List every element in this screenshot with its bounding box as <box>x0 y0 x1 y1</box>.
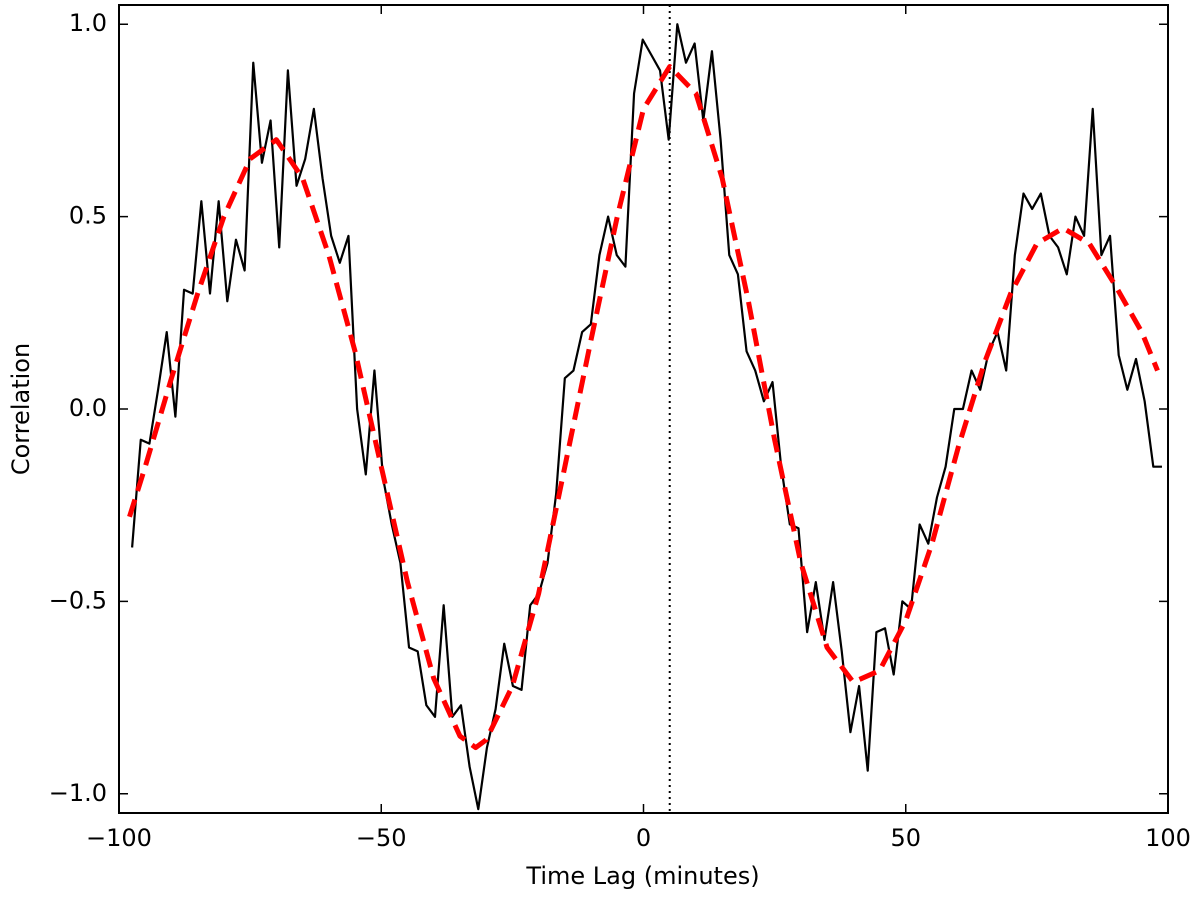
x-axis-label: Time Lag (minutes) <box>525 862 759 890</box>
y-tick-label: 0.0 <box>69 394 107 422</box>
y-axis-label: Correlation <box>7 343 35 475</box>
y-tick-label: 0.5 <box>69 202 107 230</box>
series-line <box>127 64 1160 751</box>
y-tick-label: −1.0 <box>49 779 107 807</box>
series-line <box>131 23 1162 811</box>
x-tick-label: −50 <box>356 824 407 852</box>
y-tick-label: 1.0 <box>69 9 107 37</box>
x-tick-label: 0 <box>636 824 651 852</box>
plot-frame <box>118 4 1169 814</box>
y-tick-label: −0.5 <box>49 586 107 614</box>
x-tick-label: 100 <box>1145 824 1191 852</box>
x-tick-label: 50 <box>890 824 921 852</box>
x-tick-label: −100 <box>86 824 152 852</box>
